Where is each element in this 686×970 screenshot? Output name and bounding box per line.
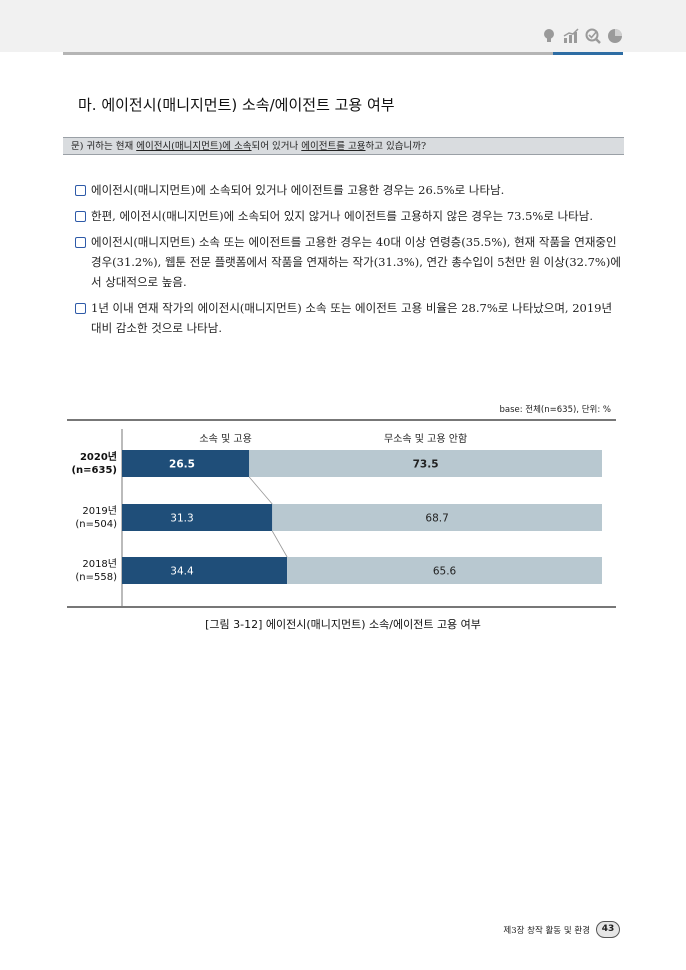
finding-item: 1년 이내 연재 작가의 에이전시(매니지먼트) 소속 또는 에이전트 고용 비… bbox=[75, 298, 623, 338]
bar-value-label: 68.7 bbox=[425, 513, 448, 525]
chapter-label: 제3장 창작 활동 및 환경 bbox=[503, 925, 590, 936]
category-label: 2019년 bbox=[82, 505, 117, 517]
finding-text: 에이전시(매니지먼트) 소속 또는 에이전트를 고용한 경우는 40대 이상 연… bbox=[91, 235, 621, 289]
findings-list: 에이전시(매니지먼트)에 소속되어 있거나 에이전트를 고용한 경우는 26.5… bbox=[75, 180, 623, 344]
finding-item: 한편, 에이전시(매니지먼트)에 소속되어 있지 않거나 에이전트를 고용하지 … bbox=[75, 206, 623, 226]
category-label: (n=558) bbox=[75, 572, 117, 583]
bar-value-label: 26.5 bbox=[169, 459, 195, 471]
connector-line bbox=[248, 476, 273, 505]
bar-value-label: 31.3 bbox=[170, 513, 193, 525]
legend-label-series-0: 소속 및 고용 bbox=[199, 433, 251, 445]
page-number: 43 bbox=[596, 921, 620, 938]
header-accent-rule bbox=[553, 52, 623, 55]
stacked-bar-chart: 소속 및 고용 무소속 및 고용 안함 26.5 73.5 2020년 (n=635) 31… bbox=[71, 429, 602, 606]
bar-value-label: 34.4 bbox=[170, 566, 194, 578]
question-suffix: 하고 있습니까? bbox=[365, 141, 427, 152]
finding-text: 에이전시(매니지먼트)에 소속되어 있거나 에이전트를 고용한 경우는 26.5… bbox=[91, 183, 505, 197]
checkbox-bullet-icon bbox=[75, 237, 86, 248]
bar-value-label: 65.6 bbox=[433, 566, 457, 578]
survey-question: 문) 귀하는 현재 에이전시(매니지먼트)에 소속되어 있거나 에이전트를 고용… bbox=[63, 137, 624, 155]
finding-item: 에이전시(매니지먼트)에 소속되어 있거나 에이전트를 고용한 경우는 26.5… bbox=[75, 180, 623, 200]
chart-top-rule bbox=[67, 419, 616, 421]
finding-text: 1년 이내 연재 작가의 에이전시(매니지먼트) 소속 또는 에이전트 고용 비… bbox=[91, 301, 613, 335]
magnifier-check-icon bbox=[584, 27, 602, 45]
checkbox-bullet-icon bbox=[75, 303, 86, 314]
category-label: 2018년 bbox=[82, 558, 117, 570]
header-band bbox=[0, 0, 686, 52]
finding-text: 한편, 에이전시(매니지먼트)에 소속되어 있지 않거나 에이전트를 고용하지 … bbox=[91, 209, 593, 223]
category-label: (n=504) bbox=[75, 519, 117, 530]
category-label: (n=635) bbox=[71, 465, 117, 476]
bar-segment-0 bbox=[122, 557, 288, 584]
header-rule bbox=[63, 52, 623, 55]
checkbox-bullet-icon bbox=[75, 185, 86, 196]
chart-bottom-rule bbox=[67, 606, 616, 608]
finding-item: 에이전시(매니지먼트) 소속 또는 에이전트를 고용한 경우는 40대 이상 연… bbox=[75, 232, 623, 292]
category-label: 2020년 bbox=[80, 450, 117, 463]
question-mid: 되어 있거나 bbox=[251, 141, 302, 152]
checkbox-bullet-icon bbox=[75, 211, 86, 222]
base-note: base: 전체(n=635), 단위: % bbox=[499, 405, 611, 415]
bar-value-label: 73.5 bbox=[413, 459, 439, 471]
question-underline-1: 에이전시(매니지먼트)에 소속 bbox=[136, 141, 252, 152]
question-prefix: 문) 귀하는 현재 bbox=[71, 141, 137, 152]
pie-chart-icon bbox=[606, 27, 624, 45]
bar-segment-0 bbox=[122, 504, 273, 531]
connector-line bbox=[271, 530, 288, 558]
legend-label-series-1: 무소속 및 고용 안함 bbox=[384, 433, 467, 445]
lightbulb-icon bbox=[540, 27, 558, 45]
bar-segment-1 bbox=[287, 557, 602, 584]
bar-segment-0 bbox=[122, 450, 250, 477]
bar-segment-1 bbox=[272, 504, 602, 531]
figure-caption: [그림 3-12] 에이전시(매니지먼트) 소속/에이전트 고용 여부 bbox=[205, 618, 481, 631]
bar-segment-1 bbox=[249, 450, 602, 477]
question-underline-2: 에이전트를 고용 bbox=[301, 141, 366, 152]
page-footer: 제3장 창작 활동 및 환경 43 bbox=[503, 921, 620, 938]
bar-chart-icon bbox=[562, 27, 580, 45]
section-title: 마. 에이전시(매니지먼트) 소속/에이전트 고용 여부 bbox=[78, 96, 395, 114]
header-icons bbox=[540, 27, 624, 45]
